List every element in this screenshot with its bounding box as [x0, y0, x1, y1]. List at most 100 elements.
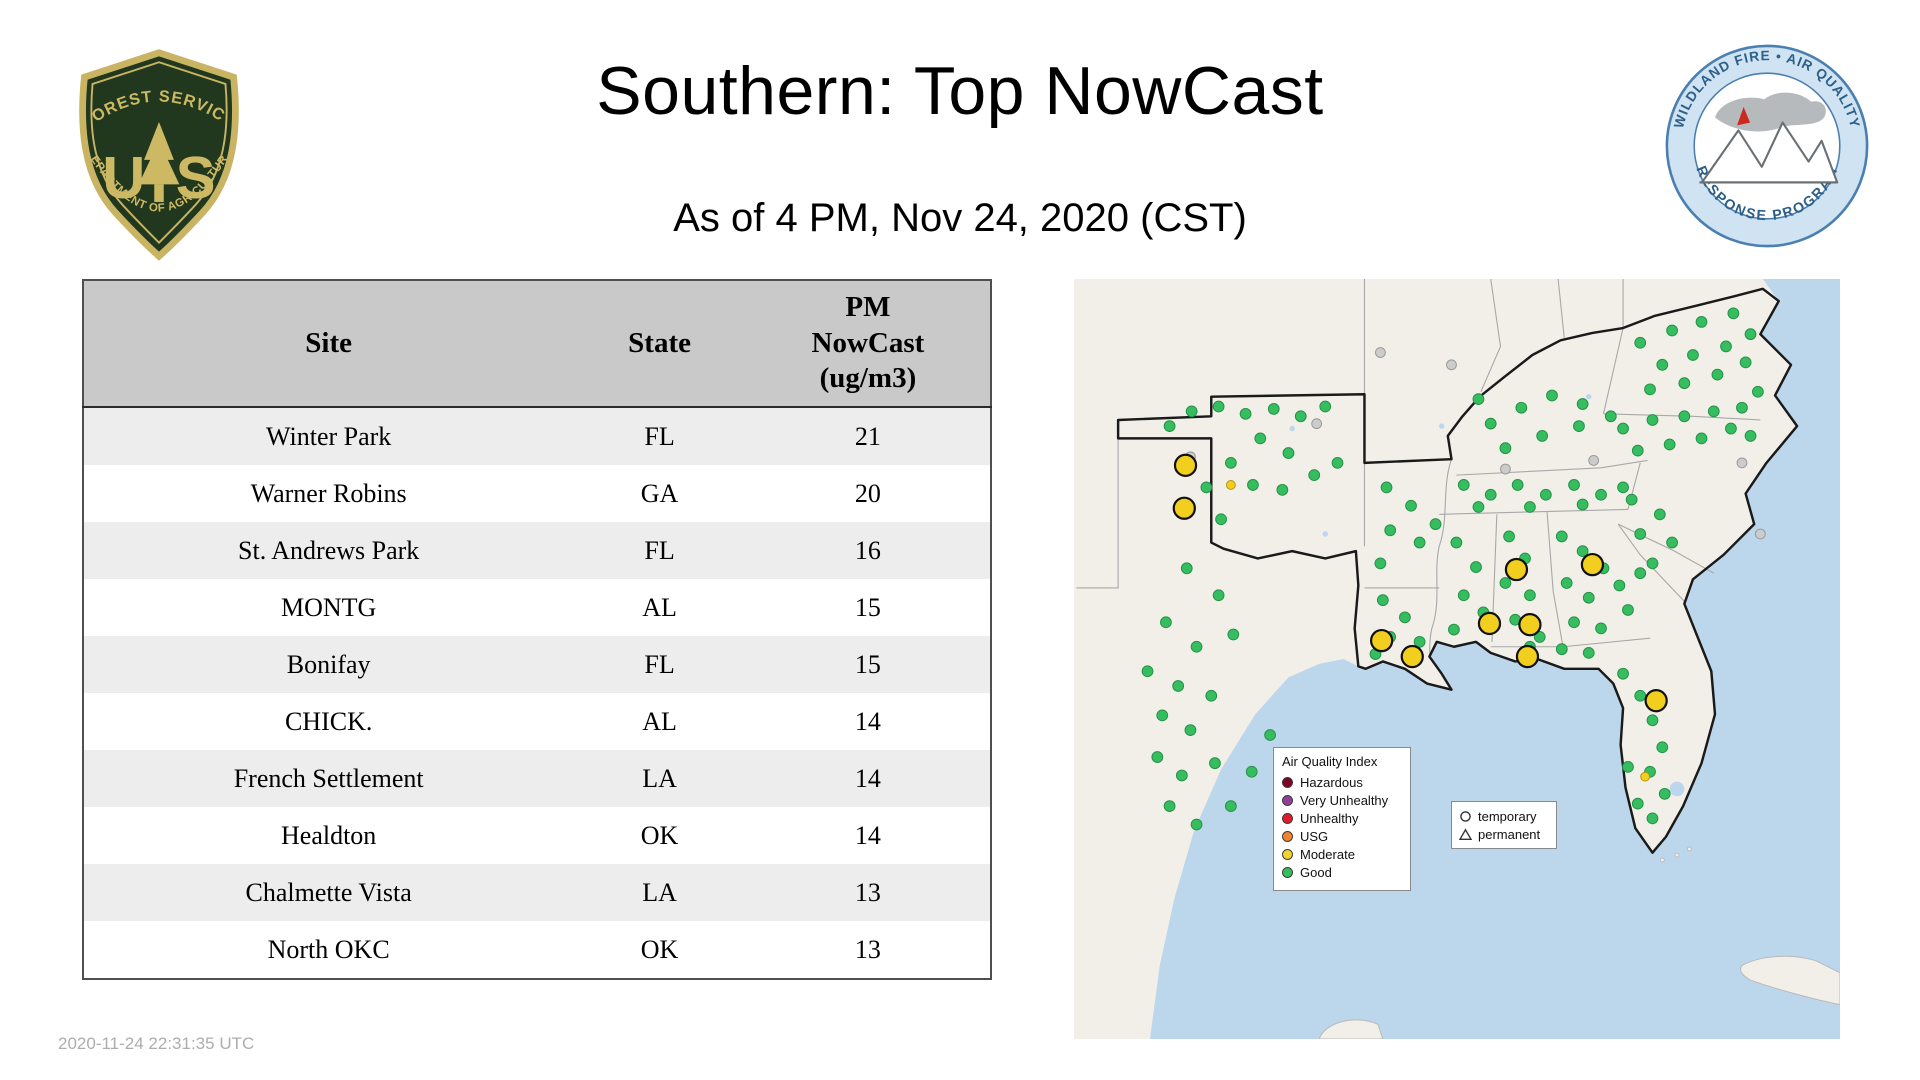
table-row: Warner Robins GA 20 — [83, 465, 991, 522]
state-cell: LA — [642, 877, 677, 907]
site-cell: MONTG — [280, 592, 377, 622]
state-cell: FL — [644, 535, 675, 565]
state-cell: AL — [642, 706, 677, 736]
moderate-site-marker — [1173, 453, 1198, 477]
usfs-logo: FOREST SERVICE U S DEPARTMENT OF AGRICUL… — [64, 46, 254, 263]
legend-permanent-label: permanent — [1478, 826, 1541, 842]
nowcast-cell: 13 — [854, 877, 881, 907]
good-monitor-dot — [1725, 422, 1737, 435]
good-monitor-dot — [1604, 410, 1617, 423]
good-monitor-dot — [1653, 508, 1666, 521]
monitor-type-legend: temporary permanent — [1451, 801, 1557, 849]
column-header-pm-nowcast: PM NowCast (ug/m3) — [745, 280, 991, 408]
usfs-shield-icon: FOREST SERVICE U S DEPARTMENT OF AGRICUL… — [64, 46, 239, 261]
good-monitor-dot — [1656, 358, 1669, 371]
good-monitor-dot — [1573, 420, 1585, 432]
good-monitor-dot — [1484, 488, 1497, 501]
nowcast-cell: 21 — [854, 421, 881, 451]
good-monitor-dot — [1163, 420, 1176, 432]
good-monitor-dot — [1678, 410, 1691, 423]
no-data-monitor-dot — [1311, 418, 1323, 430]
generation-timestamp: 2020-11-24 22:31:35 UTC — [58, 1034, 255, 1053]
lakes — [1289, 393, 1685, 797]
site-cell: St. Andrews Park — [238, 535, 420, 565]
good-monitor-dot — [1185, 405, 1198, 418]
good-monitor-dot — [1752, 385, 1764, 398]
aqi-legend-label: Good — [1300, 864, 1332, 880]
site-cell: Winter Park — [266, 421, 392, 451]
good-monitor-dot — [1631, 797, 1644, 810]
good-monitor-dot — [1646, 714, 1659, 727]
good-monitor-dot — [1308, 469, 1321, 482]
good-monitor-dot — [1524, 501, 1536, 513]
aqi-legend-title: Air Quality Index — [1282, 754, 1378, 769]
lake-okeechobee — [1669, 781, 1685, 797]
aqi-legend-item: Good — [1282, 863, 1402, 881]
good-monitor-dot — [1622, 760, 1634, 773]
moderate-site-marker — [1477, 611, 1502, 636]
good-monitor-dot — [1212, 400, 1225, 413]
good-monitor-dot — [1695, 432, 1708, 445]
good-monitor-dot — [1374, 557, 1387, 570]
table-row: Bonifay FL 15 — [83, 636, 991, 693]
state-cell: LA — [642, 763, 677, 793]
nowcast-cell: 15 — [854, 649, 881, 679]
aqi-legend-item: Hazardous — [1282, 773, 1402, 791]
good-monitor-dot — [1172, 680, 1185, 692]
good-monitor-dot — [1180, 562, 1193, 575]
good-monitor-dot — [1457, 589, 1470, 602]
good-monitor-dot — [1666, 536, 1678, 549]
aqi-legend: Air Quality Index Hazardous Very Unhealth… — [1273, 747, 1411, 891]
good-monitor-dot — [1625, 493, 1638, 506]
aqi-legend-label: Hazardous — [1300, 774, 1363, 790]
site-cell: Chalmette Vista — [245, 877, 412, 907]
good-monitor-dot — [1515, 401, 1528, 414]
state-cell: FL — [644, 649, 675, 679]
usg-dot — [1282, 830, 1293, 842]
good-monitor-dot — [1634, 336, 1647, 349]
good-monitor-dot — [1160, 616, 1172, 629]
good-monitor-dot — [1707, 405, 1720, 418]
good-monitor-dot — [1582, 591, 1595, 604]
good-monitor-dot — [1736, 401, 1748, 414]
no-data-monitor-dot — [1500, 463, 1511, 475]
good-monitor-dot — [1264, 729, 1276, 741]
good-monitor-dot — [1634, 528, 1647, 540]
site-cell: French Settlement — [233, 763, 424, 793]
good-monitor-dot — [1499, 442, 1512, 455]
table-row: Winter Park FL 21 — [83, 407, 991, 465]
good-monitor-dot — [1568, 479, 1580, 491]
good-monitor-dot — [1413, 536, 1426, 549]
good-monitor-dot — [1622, 604, 1634, 616]
good-monitor-dot — [1617, 481, 1629, 494]
good-monitor-dot — [1294, 410, 1307, 423]
good-monitor-dot — [1239, 407, 1252, 420]
nowcast-cell: 20 — [854, 478, 881, 508]
state-cell: OK — [640, 934, 679, 964]
good-monitor-dot — [1215, 513, 1227, 526]
good-monitor-dot — [1209, 757, 1221, 770]
no-data-monitor-dot — [1736, 457, 1748, 469]
good-monitor-dot — [1678, 377, 1691, 390]
moderate-site-marker — [1518, 613, 1542, 637]
good-monitor-dot — [1331, 456, 1344, 469]
fire-flame-icon — [1737, 107, 1751, 126]
good-monitor-dot — [1613, 579, 1626, 592]
no-data-monitor-dot — [1754, 528, 1766, 540]
good-monitor-dot — [1190, 818, 1203, 831]
good-monitor-dot — [1429, 518, 1442, 531]
good-monitor-dot — [1380, 481, 1393, 494]
good-monitor-dot — [1634, 567, 1647, 580]
no-data-monitor-dot — [1446, 359, 1457, 371]
table-row: North OKC OK 13 — [83, 921, 991, 979]
no-data-monitor-dot — [1375, 347, 1386, 358]
good-monitor-dot — [1646, 812, 1659, 825]
moderate-site-marker — [1172, 496, 1196, 520]
wfaqrp-logo: WILDLAND FIRE • AIR QUALITY RESPONSE PRO… — [1663, 42, 1871, 250]
good-monitor-dot — [1727, 307, 1740, 320]
florida-keys — [1660, 846, 1692, 863]
site-cell: Warner Robins — [250, 478, 407, 508]
good-monitor-dot — [1484, 417, 1497, 430]
table-row: St. Andrews Park FL 16 — [83, 522, 991, 579]
